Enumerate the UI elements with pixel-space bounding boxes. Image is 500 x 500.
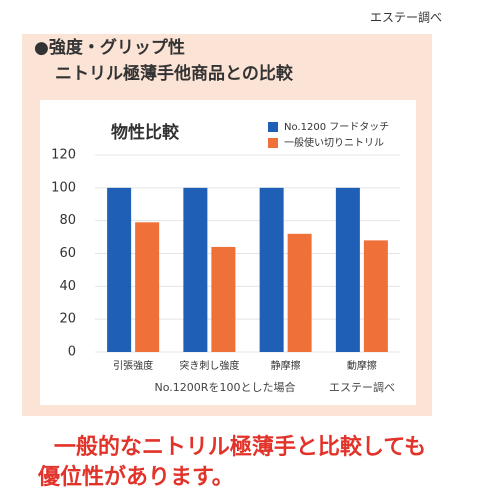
y-tick-label: 20	[59, 312, 76, 327]
bar	[363, 240, 388, 352]
x-tick-label: 静摩擦	[271, 359, 301, 372]
legend-label: 一般使い切りニトリル	[284, 136, 384, 149]
legend-swatch	[268, 138, 278, 148]
source-note: エステー調べ	[370, 11, 442, 25]
bar	[107, 187, 132, 352]
y-tick-label: 60	[59, 246, 76, 261]
message: 一般的なニトリル極薄手と比較しても	[54, 434, 426, 460]
bar	[183, 187, 208, 352]
chart-title: 物性比較	[111, 122, 180, 143]
x-tick-label: 突き刺し強度	[179, 359, 239, 372]
y-tick-label: 80	[59, 213, 76, 228]
x-tick-label: 引張強度	[113, 359, 153, 372]
bar	[335, 187, 360, 352]
heading: ●強度・グリップ性	[34, 37, 185, 58]
footnote: エステー調べ	[329, 380, 395, 394]
bar	[259, 187, 284, 352]
bar	[287, 233, 312, 352]
footnote: No.1200Rを100とした場合	[155, 380, 296, 394]
bar	[135, 222, 160, 352]
bar	[211, 246, 236, 352]
y-tick-label: 40	[59, 279, 76, 294]
x-tick-label: 動摩擦	[347, 359, 377, 372]
message: 優位性があります。	[37, 464, 234, 490]
y-tick-label: 120	[51, 148, 76, 163]
y-tick-label: 100	[51, 180, 76, 195]
legend-label: No.1200 フードタッチ	[284, 121, 389, 133]
legend-swatch	[268, 122, 278, 132]
heading: ニトリル極薄手他商品との比較	[55, 63, 294, 84]
y-tick-label: 0	[68, 345, 76, 360]
